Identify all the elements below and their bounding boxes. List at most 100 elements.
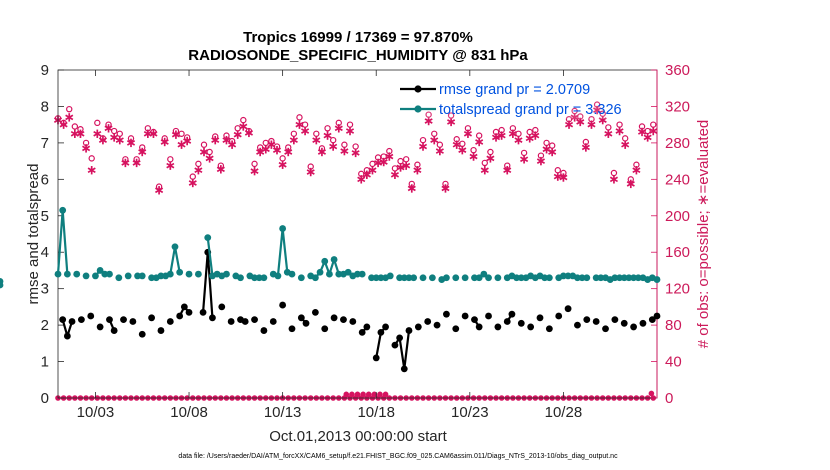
obs-possible-point bbox=[515, 130, 522, 137]
obs-evaluated-point bbox=[93, 129, 102, 138]
legend-spread-label: totalspread grand pr = 3.326 bbox=[439, 102, 622, 118]
obs-evaluated-stroke bbox=[228, 141, 237, 148]
obs-possible-point bbox=[206, 148, 213, 156]
obs-possible-point bbox=[397, 157, 404, 165]
totalspread-point bbox=[82, 272, 90, 280]
obs-possible-point bbox=[621, 135, 629, 142]
obs-evaluated-stroke bbox=[441, 185, 450, 192]
rmse-point bbox=[555, 312, 563, 320]
obs-evaluated-point bbox=[317, 147, 326, 157]
totalspread-point bbox=[148, 274, 155, 282]
obs-evaluated-stroke bbox=[183, 138, 192, 144]
rmse-point bbox=[199, 308, 207, 316]
obs-evaluated-stroke bbox=[385, 153, 394, 160]
rmse-point bbox=[279, 301, 287, 309]
obs-evaluated-stroke bbox=[626, 181, 635, 187]
totalspread-point bbox=[620, 274, 628, 282]
obs-evaluated-stroke bbox=[138, 149, 147, 155]
totalspread-point bbox=[274, 272, 282, 280]
obs-evaluated-point bbox=[126, 138, 136, 148]
obs-evaluated-stroke bbox=[233, 131, 242, 138]
obs-evaluated-stroke bbox=[239, 123, 248, 130]
rmse-point bbox=[176, 312, 184, 320]
rmse-point bbox=[209, 314, 216, 322]
totalspread-point bbox=[653, 276, 661, 283]
obs-evaluated-stroke bbox=[637, 129, 647, 135]
obs-possible-point bbox=[436, 141, 444, 148]
totalspread-point bbox=[0, 281, 4, 289]
totalspread-point bbox=[251, 274, 258, 282]
obs-evaluated-stroke bbox=[155, 187, 164, 194]
obs-evaluated-point bbox=[536, 156, 546, 166]
obs-evaluated-point bbox=[424, 116, 433, 126]
obs-evaluated-stroke bbox=[643, 134, 652, 141]
obs-evaluated-point bbox=[76, 129, 85, 138]
totalspread-point bbox=[372, 274, 380, 282]
obs-evaluated-point bbox=[87, 166, 96, 175]
obs-evaluated-point bbox=[143, 129, 152, 138]
obs-evaluated-stroke bbox=[525, 135, 534, 142]
rmse-point bbox=[564, 305, 572, 313]
totalspread-point bbox=[560, 272, 567, 280]
rmse-line bbox=[394, 330, 411, 370]
obs-evaluated-point bbox=[65, 113, 74, 122]
obs-evaluated-point bbox=[334, 124, 343, 133]
obs-possible-point bbox=[116, 130, 123, 137]
obs-evaluated-stroke bbox=[115, 137, 124, 143]
totalspread-point bbox=[634, 274, 642, 282]
obs-evaluated-point bbox=[463, 129, 473, 138]
obs-possible-point bbox=[88, 155, 95, 162]
totalspread-point bbox=[545, 274, 553, 282]
obs-evaluated-point bbox=[250, 166, 259, 176]
obs-evaluated-stroke bbox=[340, 148, 349, 154]
rmse-point bbox=[382, 323, 389, 331]
rmse-point bbox=[302, 319, 310, 327]
totalspread-point bbox=[405, 274, 413, 282]
totalspread-point bbox=[124, 272, 132, 280]
obs-low-point bbox=[382, 391, 389, 398]
obs-evaluated-point bbox=[289, 135, 298, 145]
obs-evaluated-point bbox=[593, 105, 602, 115]
obs-evaluated-stroke bbox=[413, 167, 422, 174]
obs-evaluated-point bbox=[649, 126, 658, 136]
obs-evaluated-stroke bbox=[76, 130, 85, 137]
totalspread-point bbox=[597, 274, 605, 282]
rmse-point bbox=[180, 303, 188, 311]
y-left-tick-label: 4 bbox=[41, 244, 49, 261]
x-tick-label: 10/08 bbox=[170, 404, 208, 421]
obs-evaluated-stroke bbox=[632, 167, 641, 174]
totalspread-point bbox=[358, 270, 366, 278]
obs-evaluated-stroke bbox=[211, 137, 220, 143]
obs-evaluated-stroke bbox=[82, 145, 91, 152]
totalspread-point bbox=[625, 274, 633, 282]
obs-evaluated-point bbox=[609, 175, 619, 184]
obs-evaluated-point bbox=[559, 173, 568, 182]
totalspread-point bbox=[115, 274, 123, 282]
obs-evaluated-point bbox=[632, 166, 641, 175]
rmse-point bbox=[396, 334, 404, 342]
obs-evaluated-point bbox=[278, 160, 287, 169]
obs-low-point bbox=[365, 391, 372, 398]
obs-evaluated-stroke bbox=[301, 128, 310, 134]
obs-evaluated-stroke bbox=[98, 137, 107, 143]
obs-evaluated-stroke bbox=[390, 171, 399, 178]
y-right-tick-label: 240 bbox=[665, 171, 690, 188]
obs-evaluated-stroke bbox=[609, 176, 619, 183]
obs-evaluated-stroke bbox=[244, 130, 253, 136]
obs-evaluated-point bbox=[564, 120, 574, 129]
rmse-point bbox=[63, 332, 71, 340]
obs-possible-point bbox=[605, 124, 612, 131]
totalspread-point bbox=[400, 274, 408, 282]
obs-evaluated-point bbox=[402, 161, 411, 170]
obs-evaluated-stroke bbox=[222, 137, 231, 143]
y-right-tick-label: 120 bbox=[665, 281, 690, 298]
rmse-point bbox=[405, 327, 413, 334]
obs-possible-point bbox=[296, 114, 303, 121]
rmse-point bbox=[218, 303, 226, 311]
obs-evaluated-point bbox=[306, 167, 315, 177]
obs-evaluated-point bbox=[284, 147, 293, 157]
x-tick-label: 10/13 bbox=[264, 404, 302, 421]
rmse-point bbox=[297, 314, 305, 322]
totalspread-point bbox=[616, 274, 623, 282]
